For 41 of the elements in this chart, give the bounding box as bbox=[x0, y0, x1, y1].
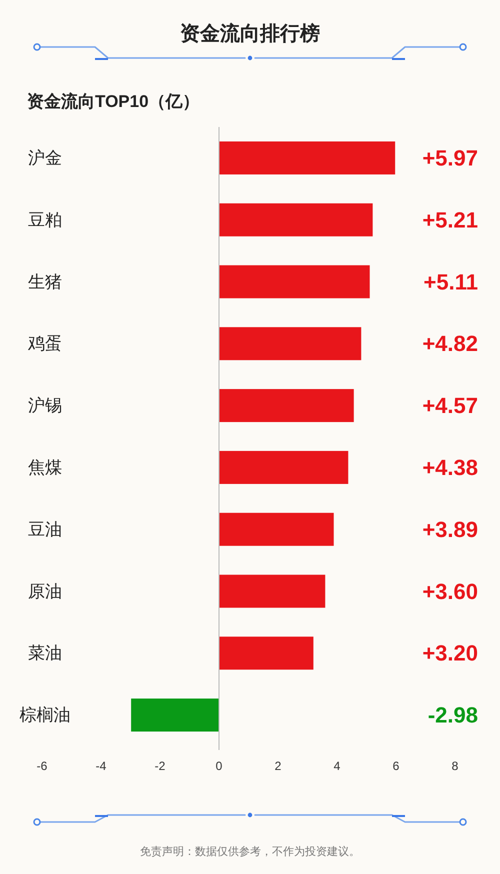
data-label: +5.11 bbox=[424, 269, 478, 294]
chart-title: 资金流向排行榜 bbox=[180, 22, 320, 45]
bar bbox=[219, 512, 334, 546]
data-label: +3.60 bbox=[422, 578, 478, 604]
data-label: +5.21 bbox=[422, 207, 478, 232]
x-tick-label: 6 bbox=[392, 759, 400, 773]
x-tick-label: -4 bbox=[96, 759, 107, 773]
data-label: +3.89 bbox=[422, 516, 478, 542]
bar bbox=[219, 574, 326, 608]
bar bbox=[219, 636, 314, 670]
bar bbox=[219, 265, 370, 298]
data-label: +5.97 bbox=[422, 145, 478, 170]
data-label: -2.98 bbox=[428, 702, 478, 728]
x-tick-label: -6 bbox=[36, 759, 48, 773]
data-label: +4.57 bbox=[422, 393, 478, 418]
data-label: +4.82 bbox=[422, 331, 478, 356]
bar bbox=[219, 450, 348, 484]
y-tick-label: 焦煤 bbox=[28, 458, 62, 477]
y-tick-label: 豆油 bbox=[28, 520, 62, 539]
bar bbox=[219, 203, 373, 236]
annotations: 免责声明：数据仅供参考，不作为投资建议。 bbox=[140, 846, 360, 858]
chart-subtitle: 资金流向TOP10（亿） bbox=[27, 92, 200, 111]
bar bbox=[219, 141, 396, 174]
x-tick-label: -2 bbox=[154, 759, 166, 773]
y-tick-label: 沪锡 bbox=[28, 396, 62, 416]
bar bbox=[219, 389, 354, 422]
x-tick-label: 4 bbox=[334, 759, 341, 773]
data-label: +3.20 bbox=[422, 640, 478, 666]
y-tick-label: 沪金 bbox=[28, 148, 62, 168]
y-tick-label: 豆粕 bbox=[28, 210, 62, 230]
y-tick-label: 菜油 bbox=[28, 644, 62, 663]
y-tick-label: 生猪 bbox=[28, 272, 62, 292]
data-label: +4.38 bbox=[422, 454, 478, 480]
bar bbox=[219, 327, 362, 360]
x-tick-label: 2 bbox=[274, 759, 282, 773]
y-tick-label: 棕榈油 bbox=[20, 706, 70, 725]
x-tick-label: 8 bbox=[452, 759, 459, 773]
y-tick-label: 鸡蛋 bbox=[27, 334, 62, 354]
x-tick-label: 0 bbox=[216, 759, 223, 773]
y-tick-label: 原油 bbox=[28, 582, 62, 601]
bar bbox=[131, 698, 219, 732]
